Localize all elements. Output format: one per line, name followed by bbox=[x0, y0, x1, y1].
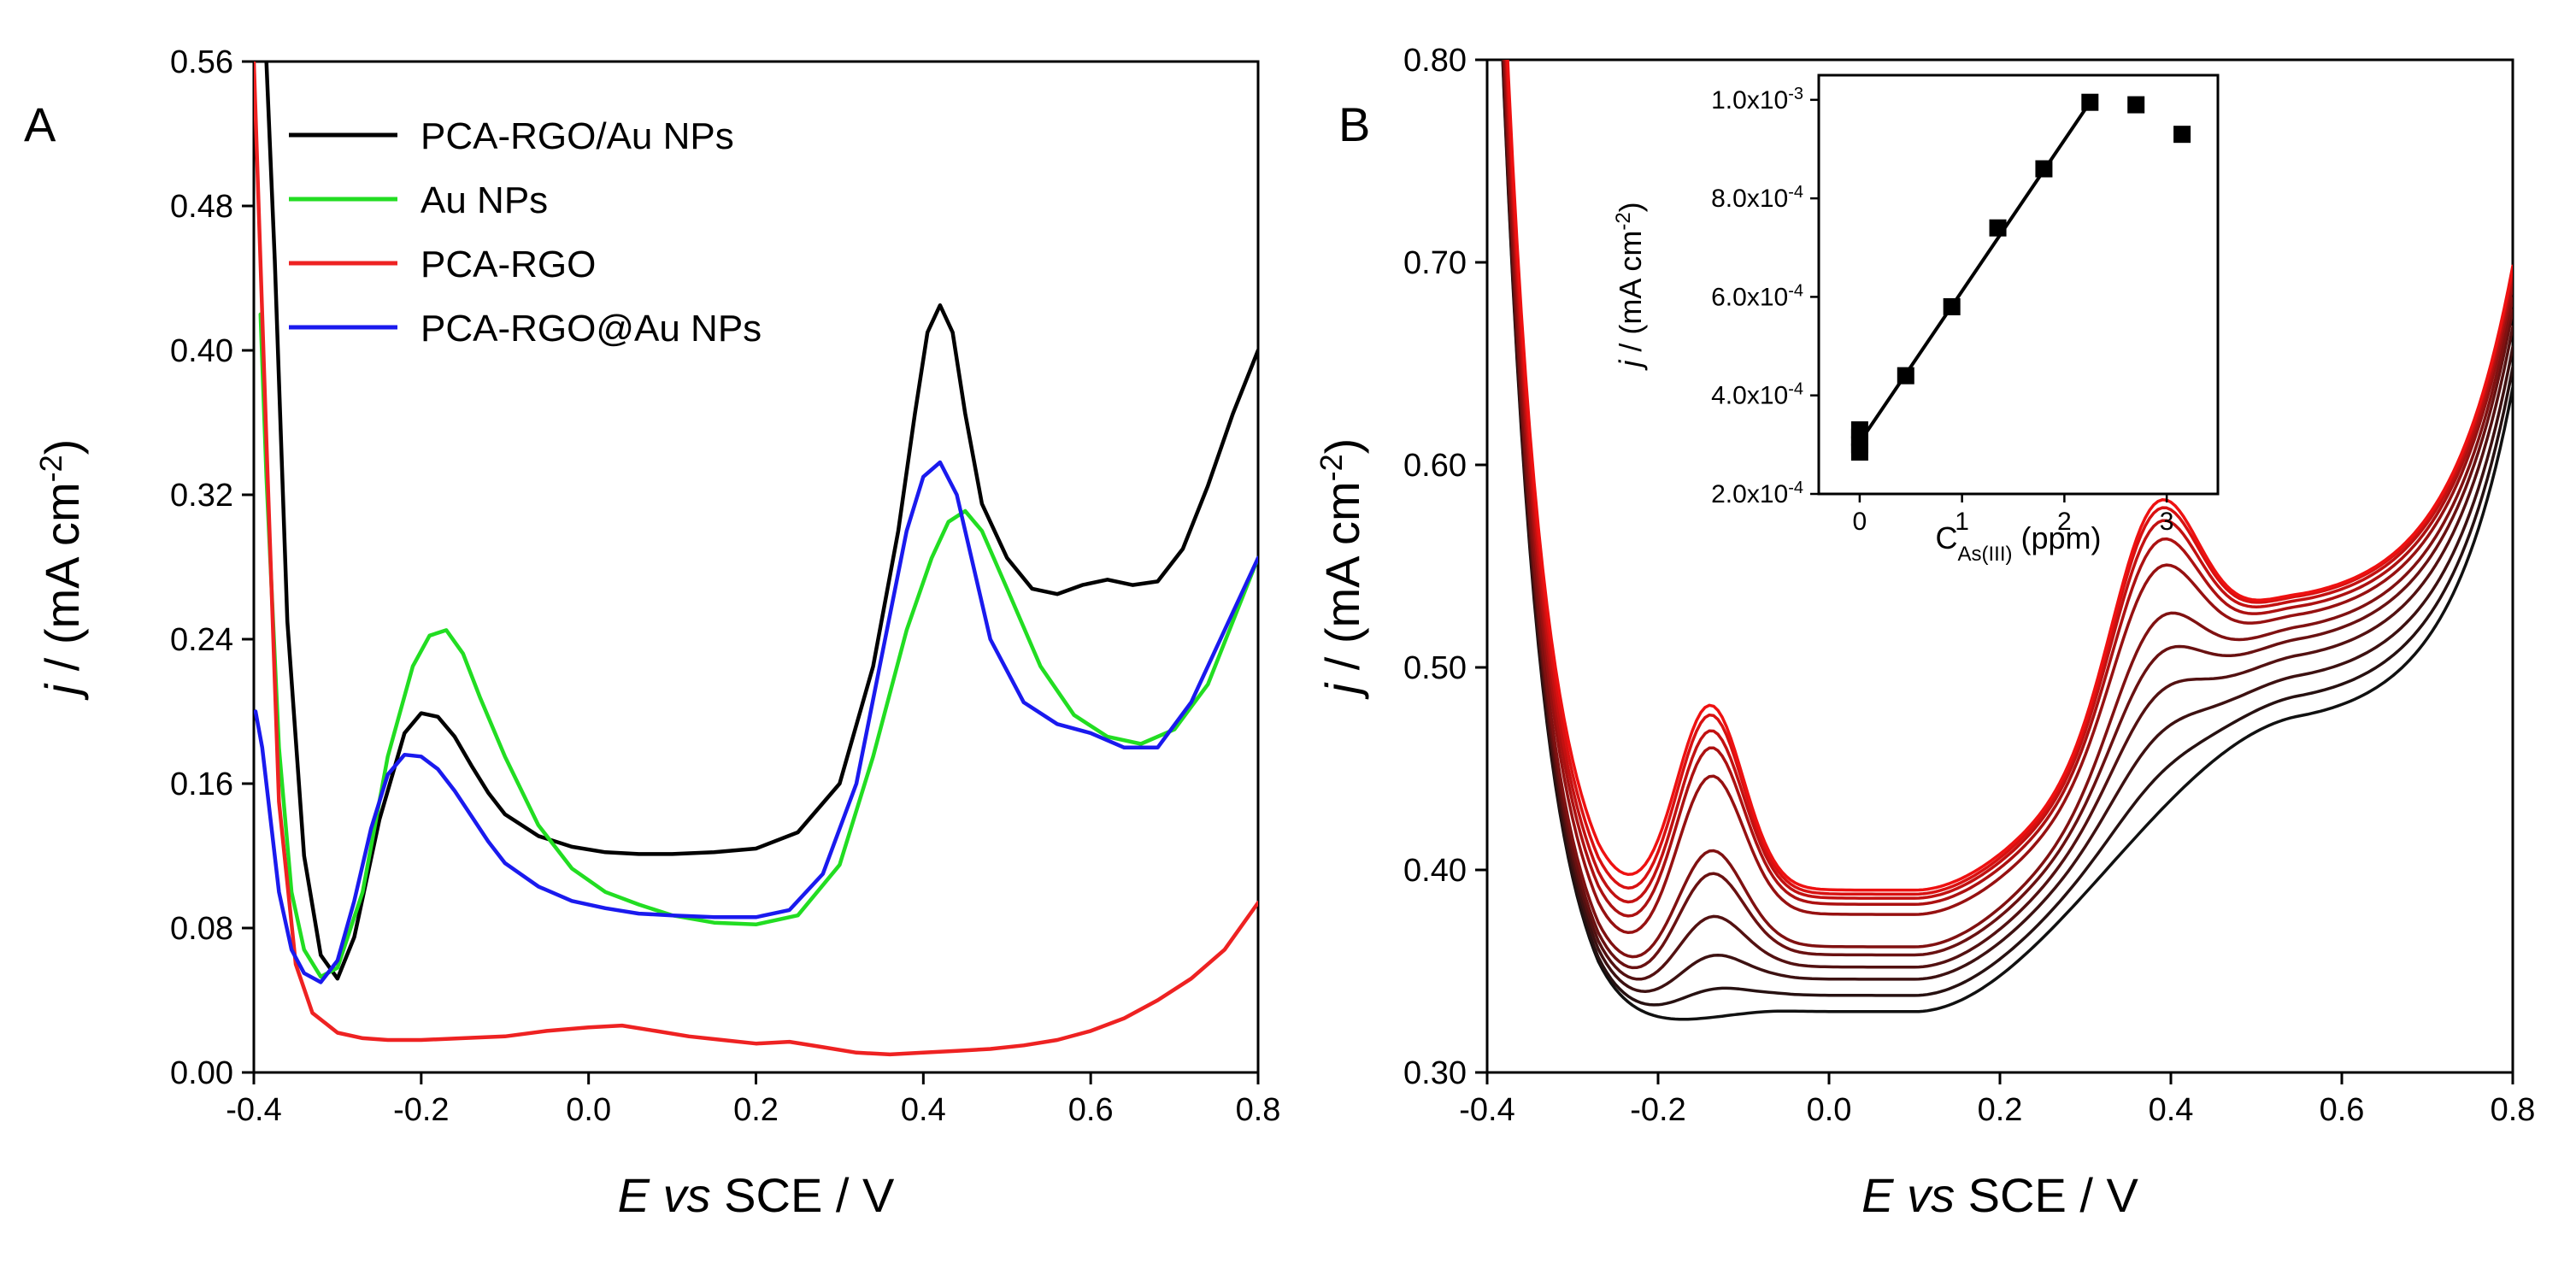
panel-b-y-tick-label: 0.80 bbox=[1403, 43, 1467, 79]
panel-b-curve bbox=[1504, 60, 2513, 918]
inset-x-tick-label: 3 bbox=[2160, 508, 2174, 536]
panel-a-x-tick-label: 0.2 bbox=[733, 1092, 779, 1128]
inset-y-axis-label: j / (mA cm-2) bbox=[1612, 202, 1649, 371]
panel-b-curve bbox=[1502, 60, 2513, 993]
inset-fit-line bbox=[1858, 101, 2091, 444]
panel-b-curve bbox=[1506, 60, 2513, 892]
panel-a-x-tick-label: 0.8 bbox=[1236, 1092, 1281, 1128]
panel-a-label: A bbox=[24, 97, 56, 151]
inset-x-tick-label: 0 bbox=[1853, 508, 1867, 536]
inset-data-point bbox=[1989, 219, 2007, 237]
panel-b-y-tick-label: 0.50 bbox=[1403, 650, 1467, 686]
inset-x-axis-label: CAs(III) (ppm) bbox=[1935, 520, 2101, 566]
panel-b-y-tick-label: 0.30 bbox=[1403, 1055, 1467, 1091]
panel-a-x-tick-label: 0.4 bbox=[901, 1092, 946, 1128]
panel-b-x-tick-label: -0.4 bbox=[1459, 1092, 1514, 1128]
panel-b-curve bbox=[1502, 60, 2513, 981]
inset-y-tick-label: 2.0x10-4 bbox=[1711, 479, 1803, 508]
panel-a-legend-label: PCA-RGO bbox=[421, 244, 596, 285]
inset-data-point bbox=[2173, 126, 2191, 144]
inset-frame bbox=[1817, 73, 2220, 496]
panel-a-series-line bbox=[258, 312, 1258, 979]
inset-data-point bbox=[1943, 297, 1961, 315]
panel-b-curve bbox=[1503, 60, 2513, 935]
panel-a-legend-label: Au NPs bbox=[421, 179, 548, 221]
panel-a-y-tick-label: 0.16 bbox=[170, 767, 233, 802]
panel-a-x-tick-label: 0.6 bbox=[1068, 1092, 1114, 1128]
panel-a-y-tick-label: 0.00 bbox=[170, 1055, 233, 1091]
panel-a-y-tick-label: 0.08 bbox=[170, 911, 233, 947]
panel-b-curve bbox=[1503, 60, 2513, 959]
panel-a-plot-frame bbox=[252, 60, 1260, 1074]
panel-b-curve bbox=[1505, 60, 2513, 896]
inset-y-tick-label: 1.0x10-3 bbox=[1711, 85, 1803, 115]
panel-b-x-tick-label: 0.8 bbox=[2491, 1092, 2536, 1128]
panel-a-y-tick-label: 0.40 bbox=[170, 333, 233, 369]
panel-a-x-tick-label: -0.4 bbox=[226, 1092, 281, 1128]
panel-a-x-axis-label: E vs SCE / V bbox=[618, 1168, 895, 1222]
inset-data-point bbox=[1897, 367, 1914, 385]
panel-b-x-tick-label: 0.6 bbox=[2320, 1092, 2365, 1128]
panel-b-y-tick-label: 0.40 bbox=[1403, 853, 1467, 889]
panel-a-y-tick-label: 0.24 bbox=[170, 622, 233, 658]
panel-a-x-tick-label: -0.2 bbox=[393, 1092, 449, 1128]
panel-a-series-line bbox=[254, 62, 1258, 1057]
panel-b-curve bbox=[1504, 60, 2513, 904]
inset-data-point bbox=[2081, 93, 2099, 111]
panel-b-y-tick-label: 0.60 bbox=[1403, 448, 1467, 484]
panel-b-x-tick-label: 0.2 bbox=[1978, 1092, 2023, 1128]
panel-a-y-tick-label: 0.56 bbox=[170, 44, 233, 80]
inset-data-point bbox=[2127, 96, 2145, 114]
panel-a-legend-label: PCA-RGO/Au NPs bbox=[421, 115, 734, 157]
panel-a-legend-label: PCA-RGO@Au NPs bbox=[421, 308, 762, 350]
inset-x-tick-label: 2 bbox=[2057, 508, 2072, 536]
panel-a-series-line bbox=[254, 460, 1258, 984]
panel-b-curve bbox=[1501, 60, 2513, 1007]
panel-b-y-tick-label: 0.70 bbox=[1403, 245, 1467, 281]
panel-b-y-axis-label: j / (mA cm-2) bbox=[1314, 438, 1370, 701]
inset-data-point bbox=[1850, 421, 1868, 439]
panel-a-y-tick-label: 0.48 bbox=[170, 189, 233, 225]
panel-a-x-tick-label: 0.0 bbox=[566, 1092, 611, 1128]
inset-data-point bbox=[2035, 160, 2053, 178]
inset-y-tick-label: 8.0x10-4 bbox=[1711, 183, 1803, 213]
panel-a-y-axis-label: j / (mA cm-2) bbox=[33, 439, 90, 702]
panel-b-x-axis-label: E vs SCE / V bbox=[1861, 1168, 2138, 1222]
panel-b-x-tick-label: -0.2 bbox=[1630, 1092, 1685, 1128]
panel-a-y-tick-label: 0.32 bbox=[170, 478, 233, 514]
inset-y-tick-label: 6.0x10-4 bbox=[1711, 281, 1803, 311]
panel-b-x-tick-label: 0.0 bbox=[1807, 1092, 1852, 1128]
panel-b-curve bbox=[1502, 60, 2513, 970]
panel-b-x-tick-label: 0.4 bbox=[2149, 1092, 2194, 1128]
inset-x-tick-label: 1 bbox=[1955, 508, 1969, 536]
panel-b-label: B bbox=[1338, 97, 1370, 151]
panel-a-series-line bbox=[264, 62, 1258, 981]
inset-y-tick-label: 4.0x10-4 bbox=[1711, 380, 1803, 410]
panel-b-curve bbox=[1501, 60, 2513, 1021]
